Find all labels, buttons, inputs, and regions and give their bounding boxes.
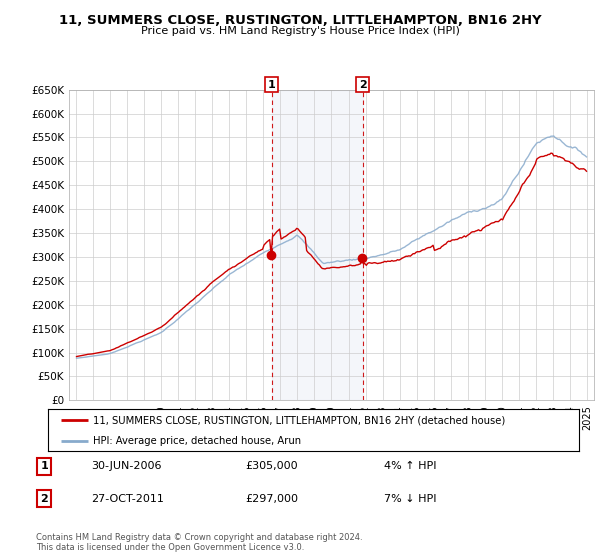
Text: 2: 2	[359, 80, 367, 90]
Text: 30-JUN-2006: 30-JUN-2006	[91, 461, 162, 472]
Text: 2: 2	[40, 494, 48, 503]
Text: 11, SUMMERS CLOSE, RUSTINGTON, LITTLEHAMPTON, BN16 2HY (detached house): 11, SUMMERS CLOSE, RUSTINGTON, LITTLEHAM…	[93, 415, 505, 425]
Text: 4% ↑ HPI: 4% ↑ HPI	[384, 461, 436, 472]
Text: £305,000: £305,000	[246, 461, 298, 472]
Text: 11, SUMMERS CLOSE, RUSTINGTON, LITTLEHAMPTON, BN16 2HY: 11, SUMMERS CLOSE, RUSTINGTON, LITTLEHAM…	[59, 14, 541, 27]
Text: 1: 1	[40, 461, 48, 472]
Bar	[272, 90, 362, 400]
Text: This data is licensed under the Open Government Licence v3.0.: This data is licensed under the Open Gov…	[36, 543, 304, 552]
Text: 7% ↓ HPI: 7% ↓ HPI	[384, 494, 436, 503]
Text: 1: 1	[268, 80, 276, 90]
Text: Price paid vs. HM Land Registry's House Price Index (HPI): Price paid vs. HM Land Registry's House …	[140, 26, 460, 36]
Text: HPI: Average price, detached house, Arun: HPI: Average price, detached house, Arun	[93, 436, 301, 446]
Text: £297,000: £297,000	[246, 494, 299, 503]
Text: 27-OCT-2011: 27-OCT-2011	[91, 494, 164, 503]
Text: Contains HM Land Registry data © Crown copyright and database right 2024.: Contains HM Land Registry data © Crown c…	[36, 533, 362, 542]
